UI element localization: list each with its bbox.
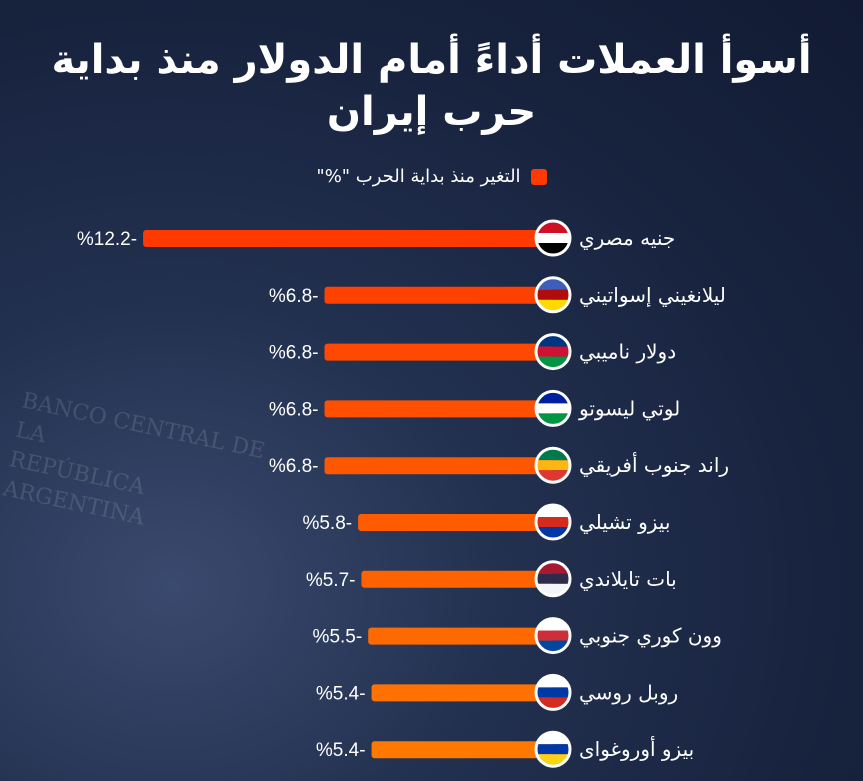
bar <box>324 400 553 418</box>
legend-label: التغير منذ بداية الحرب "%" <box>316 166 521 187</box>
category-label: راند جنوب أفريقي <box>579 452 729 478</box>
data-label: %5.7- <box>306 570 356 591</box>
bar <box>371 741 553 759</box>
category-label: بات تايلاندي <box>579 567 677 592</box>
bar <box>324 286 553 304</box>
bar <box>371 684 553 702</box>
bar <box>324 343 553 361</box>
data-label: %5.5- <box>313 627 363 648</box>
bar <box>143 230 553 247</box>
category-label: لوتي ليسوتو <box>578 396 680 421</box>
data-label: %12.2- <box>77 229 137 250</box>
bar <box>358 514 553 531</box>
lesotho-flag-icon <box>534 389 572 427</box>
data-label: %5.4- <box>316 683 366 704</box>
legend: التغير منذ بداية الحرب "%" <box>0 166 863 187</box>
category-label: وون كوري جنوبي <box>579 624 722 649</box>
data-label: %6.8- <box>269 343 319 364</box>
bar <box>324 457 553 475</box>
data-label: %5.8- <box>302 513 352 534</box>
egypt-flag-icon <box>534 219 572 257</box>
category-label: بيزو أوروغواى <box>579 736 694 761</box>
eswatini-flag-icon <box>534 276 572 314</box>
data-label: %6.8- <box>269 286 319 307</box>
data-label: %6.8- <box>269 456 319 477</box>
bar <box>361 570 553 588</box>
chart-title: أسوأ العملات أداءً أمام الدولار منذ بداي… <box>51 37 812 135</box>
thailand-flag-icon <box>534 560 572 598</box>
namibia-flag-icon <box>534 333 572 371</box>
chile-flag-icon <box>534 503 572 541</box>
south-korea-flag-icon <box>534 617 572 655</box>
data-label: %6.8- <box>269 399 319 420</box>
legend-swatch <box>530 169 547 185</box>
data-label: %5.4- <box>316 740 366 761</box>
category-label: دولار ناميبي <box>579 340 676 365</box>
south-africa-flag-icon <box>534 446 572 484</box>
category-label: ليلانغيني إسواتيني <box>579 283 726 308</box>
category-label: روبل روسي <box>579 680 678 705</box>
russia-flag-icon <box>534 673 572 711</box>
category-label: جنيه مصري <box>579 226 675 251</box>
category-label: بيزو تشيلي <box>579 510 670 535</box>
uruguay-flag-icon <box>534 730 572 768</box>
bar <box>368 627 553 645</box>
